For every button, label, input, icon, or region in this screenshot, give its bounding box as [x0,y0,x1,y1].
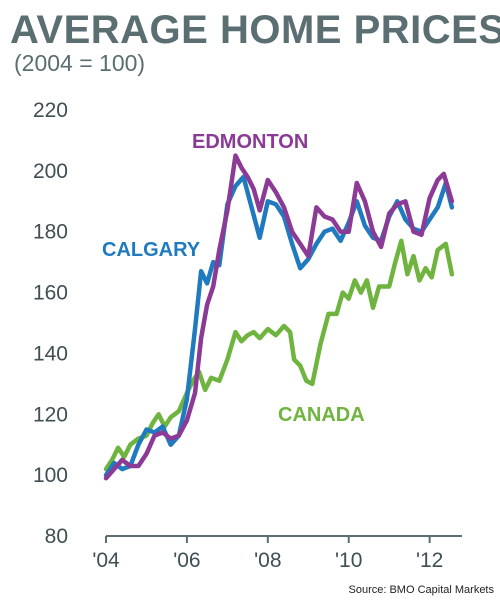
y-tick-label: 200 [33,160,68,183]
x-tick-label: '08 [254,549,281,572]
series-line-edmonton [103,153,455,481]
label-edmonton: EDMONTON [192,131,308,153]
y-tick-label: 140 [33,342,68,365]
x-tick-label: '10 [335,549,362,572]
label-calgary: CALGARY [102,239,201,261]
y-tick-label: 100 [33,464,68,487]
y-tick-label: 220 [33,99,68,122]
chart-title: AVERAGE HOME PRICES [10,8,500,52]
series-line-canada [103,238,455,472]
x-tick-label: '06 [173,549,200,572]
x-tick-label: '04 [92,549,120,572]
y-axis-ticks: 80 100 120 140 160 180 200 220 [33,99,68,548]
label-canada: CANADA [278,404,365,426]
y-tick-label: 120 [33,403,68,426]
x-axis-ticks: '04 '06 '08 '10 '12 [92,536,443,572]
y-tick-label: 160 [33,282,68,305]
series-line-calgary [103,174,455,478]
chart-subtitle: (2004 = 100) [14,50,146,76]
y-tick-label: 80 [45,525,68,548]
source-note: Source: BMO Capital Markets [348,584,495,596]
y-tick-label: 180 [33,221,68,244]
x-tick-label: '12 [416,549,443,572]
series-lines [103,153,455,481]
